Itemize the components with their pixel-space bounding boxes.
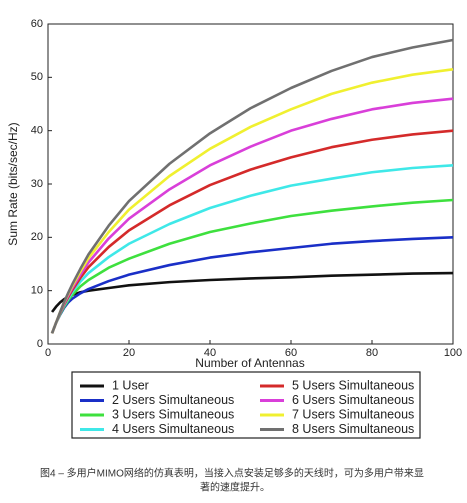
y-tick-label: 20 — [31, 231, 43, 243]
x-tick-label: 60 — [285, 347, 297, 359]
legend-text: 5 Users Simultaneous — [292, 378, 414, 392]
x-tick-label: 100 — [444, 347, 462, 359]
y-axis-label: Sum Rate (bits/sec/Hz) — [6, 122, 20, 245]
caption-line: 著的速度提升。 — [200, 481, 270, 494]
x-tick-label: 40 — [204, 347, 216, 359]
legend-text: 3 Users Simultaneous — [112, 407, 234, 421]
legend-text: 8 Users Simultaneous — [292, 422, 414, 436]
y-tick-label: 10 — [31, 285, 43, 297]
series-line — [51, 271, 454, 313]
legend-box — [71, 371, 421, 439]
series-line — [50, 38, 454, 334]
legend-text: 2 Users Simultaneous — [112, 393, 234, 407]
plot-area — [47, 23, 454, 345]
x-tick-label: 0 — [45, 347, 51, 359]
x-axis-label: Number of Antennas — [195, 356, 304, 370]
legend-text: 1 User — [112, 378, 149, 392]
y-tick-label: 40 — [31, 125, 43, 137]
x-tick-label: 20 — [123, 347, 135, 359]
y-tick-label: 0 — [37, 338, 43, 350]
y-tick-label: 60 — [31, 18, 43, 30]
caption-line: 图4 – 多用户MIMO网络的仿真表明，当接入点安装足够多的天线时，可为多用户带… — [40, 467, 424, 480]
x-tick-label: 80 — [366, 347, 378, 359]
y-tick-label: 50 — [31, 71, 43, 83]
legend-text: 4 Users Simultaneous — [112, 422, 234, 436]
y-tick-label: 30 — [31, 178, 43, 190]
legend-text: 6 Users Simultaneous — [292, 393, 414, 407]
legend-text: 7 Users Simultaneous — [292, 407, 414, 421]
